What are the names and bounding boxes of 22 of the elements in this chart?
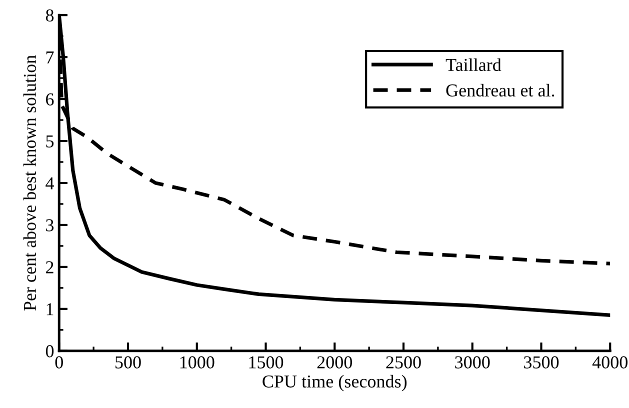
x-tick-label: 2500 xyxy=(386,356,421,368)
y-tick-label: 0 xyxy=(46,345,54,358)
x-tick-label: 2000 xyxy=(317,356,352,368)
y-tick-label: 1 xyxy=(46,303,54,316)
y-tick-label: 3 xyxy=(46,219,54,232)
x-tick-label: 0 xyxy=(55,356,63,368)
x-tick-label: 3500 xyxy=(524,356,559,368)
x-tick-label: 500 xyxy=(116,356,141,368)
y-tick-label: 6 xyxy=(46,93,54,106)
y-axis-title: Per cent above best known solution xyxy=(23,55,36,311)
y-tick-label: 8 xyxy=(46,9,54,22)
x-tick-label: 3000 xyxy=(455,356,490,368)
legend-label: Gendreau et al. xyxy=(446,84,554,97)
x-tick-label: 1500 xyxy=(249,356,284,368)
x-tick-label: 1000 xyxy=(180,356,214,368)
x-tick-label: 4000 xyxy=(592,356,628,368)
y-tick-label: 5 xyxy=(46,135,54,148)
x-axis-title: CPU time (seconds) xyxy=(262,374,407,392)
y-tick-label: 7 xyxy=(46,52,54,64)
legend-label: Taillard xyxy=(446,58,502,72)
y-tick-label: 4 xyxy=(46,177,54,190)
y-tick-label: 2 xyxy=(46,261,54,274)
